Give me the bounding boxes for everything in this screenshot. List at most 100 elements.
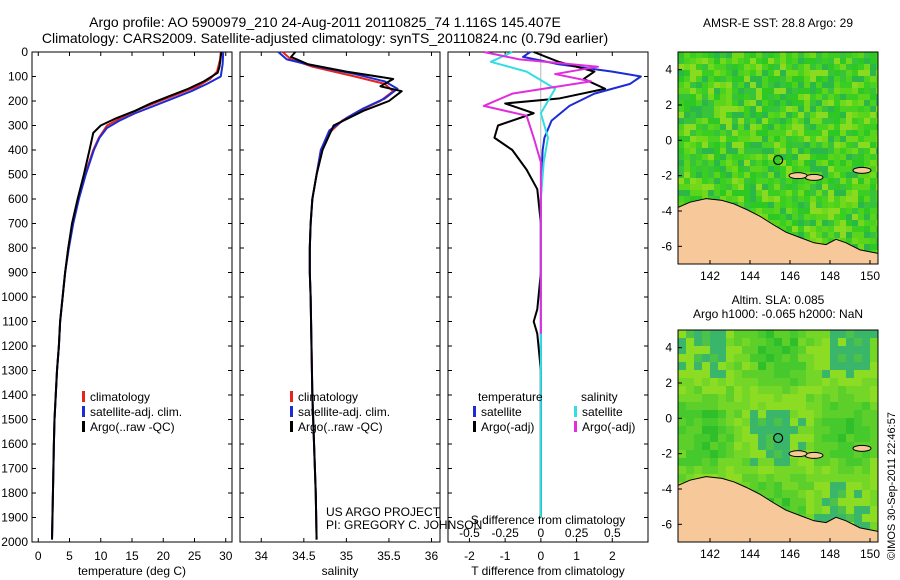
map-cell [806, 418, 814, 426]
map-cell [690, 76, 696, 82]
map-cell [738, 82, 744, 88]
map-cell [690, 154, 696, 160]
difference-legend-label: satellite [582, 405, 623, 419]
map-cell [744, 52, 750, 58]
map-cell [862, 370, 870, 378]
map-cell [734, 330, 742, 338]
map-cell [774, 370, 782, 378]
map-cell [870, 426, 878, 434]
map-cell [710, 330, 718, 338]
map-cell [864, 88, 870, 94]
map-cell [792, 154, 798, 160]
map-cell [876, 130, 878, 136]
map-cell [870, 370, 878, 378]
map-cell [702, 160, 708, 166]
map-cell [864, 94, 870, 100]
map-cell [774, 196, 780, 202]
map-cell [780, 142, 786, 148]
map-cell [690, 106, 696, 112]
map-cell [768, 64, 774, 70]
map-cell [726, 172, 732, 178]
map-cell [846, 124, 852, 130]
map-cell [708, 70, 714, 76]
map-cell [858, 172, 864, 178]
map-cell [870, 106, 876, 112]
map-cell [744, 58, 750, 64]
sst_map-ytick-label: 0 [665, 133, 672, 147]
map-cell [690, 130, 696, 136]
map-cell [780, 88, 786, 94]
difference-legend-swatch [473, 421, 476, 432]
map-cell [786, 166, 792, 172]
map-cell [816, 52, 822, 58]
map-cell [690, 94, 696, 100]
map-cell [742, 458, 750, 466]
map-cell [798, 330, 806, 338]
map-cell [834, 178, 840, 184]
map-cell [726, 148, 732, 154]
map-cell [780, 220, 786, 226]
map-cell [742, 354, 750, 362]
map-cell [758, 434, 766, 442]
map-cell [758, 370, 766, 378]
map-cell [792, 52, 798, 58]
map-cell [876, 94, 878, 100]
map-cell [678, 354, 686, 362]
map-cell [870, 434, 878, 442]
map-cell [810, 136, 816, 142]
map-cell [750, 82, 756, 88]
map-cell [742, 418, 750, 426]
map-cell [694, 330, 702, 338]
map-cell [804, 178, 810, 184]
salinity-xtick-label: 35 [340, 549, 354, 563]
map-cell [750, 466, 758, 474]
map-cell [840, 160, 846, 166]
map-cell [870, 166, 876, 172]
map-cell [702, 378, 710, 386]
sla_map-xtick-label: 150 [860, 547, 880, 561]
map-cell [690, 142, 696, 148]
map-cell [870, 76, 876, 82]
map-cell [718, 442, 726, 450]
map-cell [756, 88, 762, 94]
map-cell [846, 64, 852, 70]
map-cell [792, 232, 798, 238]
map-cell [684, 76, 690, 82]
map-cell [864, 76, 870, 82]
map-cell [790, 346, 798, 354]
map-cell [806, 482, 814, 490]
map-cell [790, 418, 798, 426]
map-cell [690, 172, 696, 178]
ytick-label: 1900 [1, 511, 28, 525]
map-cell [766, 410, 774, 418]
map-cell [834, 208, 840, 214]
map-cell [762, 160, 768, 166]
argo-position-marker [773, 432, 784, 444]
map-cell [702, 130, 708, 136]
map-cell [766, 474, 774, 482]
map-cell [834, 160, 840, 166]
map-cell [756, 112, 762, 118]
map-cell [762, 196, 768, 202]
map-cell [846, 386, 854, 394]
map-cell [838, 434, 846, 442]
map-cell [830, 490, 838, 498]
map-cell [678, 370, 686, 378]
map-cell [690, 178, 696, 184]
map-cell [720, 166, 726, 172]
map-cell [718, 394, 726, 402]
map-cell [822, 190, 828, 196]
map-cell [742, 330, 750, 338]
map-cell [828, 118, 834, 124]
map-cell [702, 64, 708, 70]
map-cell [798, 112, 804, 118]
map-cell [696, 82, 702, 88]
map-cell [876, 148, 878, 154]
map-cell [846, 220, 852, 226]
map-cell [790, 386, 798, 394]
map-cell [816, 76, 822, 82]
map-cell [718, 362, 726, 370]
map-cell [786, 208, 792, 214]
map-cell [780, 82, 786, 88]
